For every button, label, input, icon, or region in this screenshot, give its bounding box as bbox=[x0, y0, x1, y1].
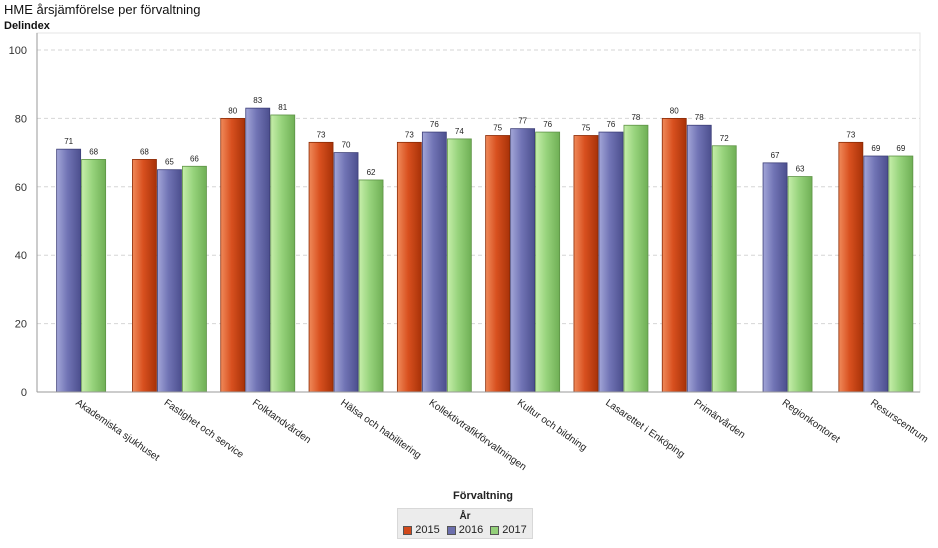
x-tick-label: Kultur och bildning bbox=[515, 397, 589, 453]
y-tick-label: 80 bbox=[15, 113, 27, 125]
y-tick-label: 60 bbox=[15, 182, 27, 194]
bar-2015 bbox=[485, 135, 511, 393]
x-tick-label: Resurscentrum bbox=[868, 397, 930, 445]
data-label: 80 bbox=[228, 106, 237, 115]
data-label: 76 bbox=[606, 120, 615, 129]
bar-2016 bbox=[510, 128, 536, 393]
data-label: 78 bbox=[631, 113, 640, 122]
data-label: 72 bbox=[720, 134, 729, 143]
data-label: 77 bbox=[518, 117, 527, 126]
bar-2017 bbox=[787, 176, 813, 393]
bar-2017 bbox=[270, 114, 296, 393]
data-label: 70 bbox=[342, 141, 351, 150]
bar-2017 bbox=[182, 165, 207, 393]
legend-label-2015: 2015 bbox=[415, 524, 440, 536]
y-tick-label: 100 bbox=[9, 45, 27, 57]
bar-2015 bbox=[396, 141, 422, 393]
legend-swatch-2016 bbox=[446, 525, 456, 535]
legend-title: År bbox=[459, 511, 471, 522]
data-label: 63 bbox=[796, 165, 805, 174]
bar-2015 bbox=[132, 159, 157, 393]
bar-2015 bbox=[573, 135, 599, 393]
data-label: 78 bbox=[695, 113, 704, 122]
data-label: 73 bbox=[846, 130, 855, 139]
bar-2016 bbox=[157, 169, 182, 393]
bar-2016 bbox=[762, 162, 788, 393]
data-label: 68 bbox=[89, 147, 98, 156]
legend-swatch-2017 bbox=[490, 525, 500, 535]
x-tick-label: Fastighet och service bbox=[162, 397, 246, 460]
bar-2016 bbox=[333, 152, 359, 393]
legend-item-2017[interactable]: 2017 bbox=[490, 524, 527, 536]
x-tick-label: Lasarettet i Enköping bbox=[603, 397, 686, 460]
y-tick-label: 0 bbox=[21, 387, 27, 399]
bar-2017 bbox=[711, 145, 737, 393]
data-label: 83 bbox=[253, 96, 262, 105]
bar-2016 bbox=[421, 131, 447, 393]
data-label: 76 bbox=[543, 120, 552, 129]
x-tick-label: Hälsa och habilitering bbox=[338, 397, 423, 461]
legend-item-2016[interactable]: 2016 bbox=[446, 524, 484, 536]
data-label: 62 bbox=[367, 168, 376, 177]
data-label: 73 bbox=[317, 130, 326, 139]
legend-item-2015[interactable]: 2015 bbox=[403, 524, 440, 536]
bar-2016 bbox=[56, 148, 82, 393]
y-tick-label: 40 bbox=[15, 250, 27, 262]
data-label: 69 bbox=[896, 144, 905, 153]
data-label: 73 bbox=[405, 130, 414, 139]
bar-2017 bbox=[81, 159, 107, 393]
bar-2017 bbox=[888, 155, 914, 393]
data-label: 71 bbox=[64, 137, 73, 146]
y-tick-label: 20 bbox=[15, 319, 27, 331]
data-label: 80 bbox=[670, 106, 679, 115]
bar-2016 bbox=[598, 131, 624, 393]
data-label: 68 bbox=[140, 147, 149, 156]
data-label: 81 bbox=[278, 103, 287, 112]
data-label: 75 bbox=[493, 124, 502, 133]
data-label: 65 bbox=[165, 158, 174, 167]
y-axis-label: Delindex bbox=[4, 20, 50, 32]
x-axis-label: Förvaltning bbox=[453, 490, 513, 502]
data-label: 69 bbox=[871, 144, 880, 153]
x-tick-label: Kollektivtrafikförvaltningen bbox=[427, 397, 528, 473]
data-label: 74 bbox=[455, 127, 464, 136]
x-tick-label: Akademiska sjukhuset bbox=[73, 397, 161, 463]
bar-2016 bbox=[863, 155, 889, 393]
bar-2017 bbox=[623, 124, 649, 393]
x-tick-label: Regionkontoret bbox=[780, 397, 842, 445]
legend: År 2015 2016 2017 bbox=[397, 508, 533, 539]
data-label: 66 bbox=[190, 154, 199, 163]
bar-2016 bbox=[245, 107, 271, 393]
legend-swatch-2015 bbox=[403, 525, 413, 535]
bar-2017 bbox=[358, 179, 384, 393]
bar-2017 bbox=[535, 131, 561, 393]
bar-2015 bbox=[220, 118, 246, 393]
x-tick-label: Folktandvården bbox=[250, 397, 313, 446]
bar-2015 bbox=[308, 141, 334, 393]
chart-title: HME årsjämförelse per förvaltning bbox=[4, 2, 201, 17]
legend-label-2017: 2017 bbox=[502, 524, 527, 536]
data-label: 75 bbox=[581, 124, 590, 133]
data-label: 67 bbox=[771, 151, 780, 160]
legend-label-2016: 2016 bbox=[458, 524, 484, 536]
bar-2015 bbox=[838, 141, 864, 393]
bar-2016 bbox=[686, 124, 712, 393]
bar-2015 bbox=[661, 118, 687, 393]
bar-2017 bbox=[446, 138, 472, 393]
x-tick-label: Primärvården bbox=[692, 397, 748, 441]
data-label: 76 bbox=[430, 120, 439, 129]
